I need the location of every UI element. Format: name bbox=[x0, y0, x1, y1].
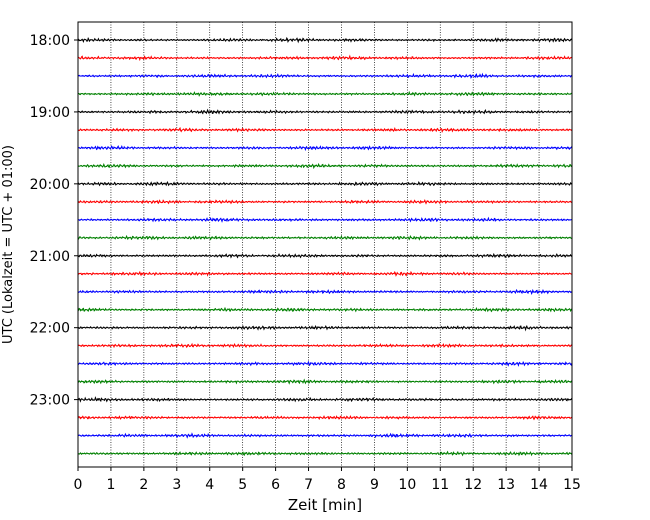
x-tick-label: 12 bbox=[464, 477, 482, 493]
x-axis-label: Zeit [min] bbox=[288, 496, 362, 514]
trace-row-6 bbox=[77, 145, 573, 152]
y-axis-label: UTC (Lokalzeit = UTC + 01:00) bbox=[1, 145, 16, 344]
x-tick-label: 13 bbox=[497, 477, 515, 493]
trace-row-12 bbox=[77, 252, 573, 259]
trace-row-4 bbox=[77, 108, 573, 115]
x-tick-label: 8 bbox=[337, 477, 346, 493]
x-tick-label: 0 bbox=[74, 477, 83, 493]
trace-row-23 bbox=[77, 450, 573, 457]
x-tick-label: 14 bbox=[530, 477, 548, 493]
trace-row-3 bbox=[77, 90, 572, 97]
y-tick-label: 18:00 bbox=[30, 33, 70, 49]
trace-row-18 bbox=[77, 360, 573, 367]
seismic-traces bbox=[77, 36, 573, 457]
trace-row-2 bbox=[77, 72, 572, 79]
x-tick-label: 4 bbox=[205, 477, 214, 493]
y-axis-ticks: 18:00 19:00 20:00 21:00 22:00 23:00 bbox=[30, 33, 78, 409]
trace-row-10 bbox=[77, 216, 572, 223]
plot-frame bbox=[77, 21, 573, 468]
trace-row-13 bbox=[77, 270, 572, 277]
x-tick-label: 5 bbox=[238, 477, 247, 493]
trace-row-8 bbox=[77, 181, 573, 187]
trace-row-7 bbox=[77, 162, 573, 170]
x-tick-label: 2 bbox=[139, 477, 148, 493]
x-tick-label: 9 bbox=[370, 477, 379, 493]
trace-row-19 bbox=[77, 378, 573, 385]
trace-row-17 bbox=[77, 342, 573, 349]
y-tick-label: 22:00 bbox=[30, 321, 70, 337]
y-tick-label: 19:00 bbox=[30, 105, 70, 121]
trace-row-20 bbox=[77, 396, 573, 403]
trace-row-1 bbox=[77, 54, 573, 62]
trace-row-22 bbox=[77, 432, 572, 439]
x-tick-label: 7 bbox=[304, 477, 313, 493]
y-tick-label: 20:00 bbox=[30, 177, 70, 193]
x-tick-label: 10 bbox=[398, 477, 416, 493]
trace-row-14 bbox=[77, 288, 573, 296]
trace-row-0 bbox=[77, 36, 573, 44]
trace-row-21 bbox=[77, 414, 573, 421]
y-tick-label: 23:00 bbox=[30, 393, 70, 409]
x-tick-label: 1 bbox=[106, 477, 115, 493]
trace-row-11 bbox=[77, 234, 572, 241]
trace-row-15 bbox=[77, 306, 573, 313]
x-axis-ticks: 0 1 2 3 4 5 6 7 8 9 10 11 12 13 14 15 bbox=[74, 467, 581, 493]
x-tick-label: 3 bbox=[172, 477, 181, 493]
x-tick-label: 11 bbox=[431, 477, 449, 493]
vertical-grid bbox=[110, 22, 540, 467]
trace-row-16 bbox=[77, 325, 573, 332]
trace-row-5 bbox=[77, 126, 573, 133]
y-tick-label: 21:00 bbox=[30, 249, 70, 265]
x-tick-label: 6 bbox=[271, 477, 280, 493]
trace-row-9 bbox=[77, 198, 572, 205]
x-tick-label: 15 bbox=[563, 477, 581, 493]
